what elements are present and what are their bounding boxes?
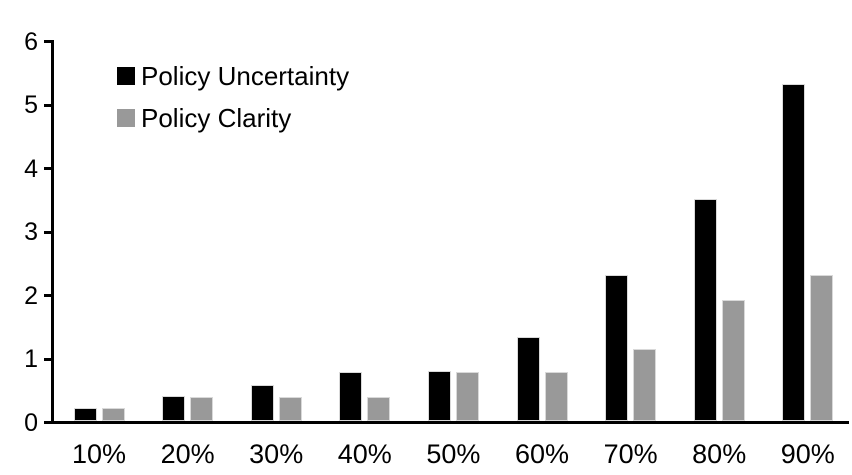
y-tick xyxy=(44,103,53,107)
y-tick-label: 4 xyxy=(24,154,38,183)
y-tick-label: 3 xyxy=(24,218,38,246)
y-tick xyxy=(44,421,53,424)
y-tick-label: 2 xyxy=(24,281,38,310)
x-tick-label: 80% xyxy=(692,439,747,469)
bar-policy-clarity-60% xyxy=(544,372,568,421)
x-tick-label: 40% xyxy=(337,439,392,469)
bar-policy-clarity-50% xyxy=(455,372,479,421)
y-tick-label: 0 xyxy=(24,408,38,437)
bar-policy-clarity-40% xyxy=(367,396,391,421)
legend: Policy Uncertainty Policy Clarity xyxy=(117,61,350,148)
bar-policy-clarity-10% xyxy=(101,408,125,421)
legend-item: Policy Clarity xyxy=(117,103,349,133)
x-tick-label: 10% xyxy=(71,439,127,469)
y-tick xyxy=(44,40,53,43)
bar-policy-uncertainty-40% xyxy=(339,372,363,421)
y-tick xyxy=(44,357,53,361)
bar-policy-uncertainty-10% xyxy=(73,408,97,421)
bar-policy-uncertainty-80% xyxy=(693,198,717,421)
bar-policy-clarity-30% xyxy=(278,396,302,421)
legend-swatch-icon xyxy=(117,109,135,127)
y-tick xyxy=(44,230,53,234)
x-axis-line xyxy=(51,421,849,424)
y-tick xyxy=(44,294,53,297)
bar-policy-uncertainty-20% xyxy=(162,395,186,421)
bar-policy-uncertainty-70% xyxy=(605,274,629,421)
x-tick-label: 50% xyxy=(426,439,481,469)
bar-policy-uncertainty-30% xyxy=(250,384,274,421)
x-tick-label: 30% xyxy=(249,439,304,469)
y-tick xyxy=(44,167,53,170)
x-tick-label: 70% xyxy=(603,439,658,469)
bar-policy-clarity-80% xyxy=(721,300,745,421)
bar-policy-clarity-20% xyxy=(190,396,214,421)
y-tick-label: 1 xyxy=(24,345,38,373)
x-tick-label: 90% xyxy=(780,439,835,469)
legend-swatch-icon xyxy=(117,67,135,85)
bar-policy-clarity-90% xyxy=(810,274,834,421)
bar-policy-uncertainty-50% xyxy=(427,371,451,421)
x-tick-label: 20% xyxy=(160,439,215,469)
bar-policy-uncertainty-90% xyxy=(782,84,806,421)
legend-label: Policy Clarity xyxy=(141,103,292,133)
x-tick-label: 60% xyxy=(514,439,570,469)
legend-item: Policy Uncertainty xyxy=(117,61,350,91)
y-tick-label: 5 xyxy=(24,91,38,119)
bar-policy-uncertainty-60% xyxy=(516,336,540,421)
legend-label: Policy Uncertainty xyxy=(141,61,350,91)
y-tick-label: 6 xyxy=(24,27,38,56)
bar-policy-clarity-70% xyxy=(633,349,657,421)
